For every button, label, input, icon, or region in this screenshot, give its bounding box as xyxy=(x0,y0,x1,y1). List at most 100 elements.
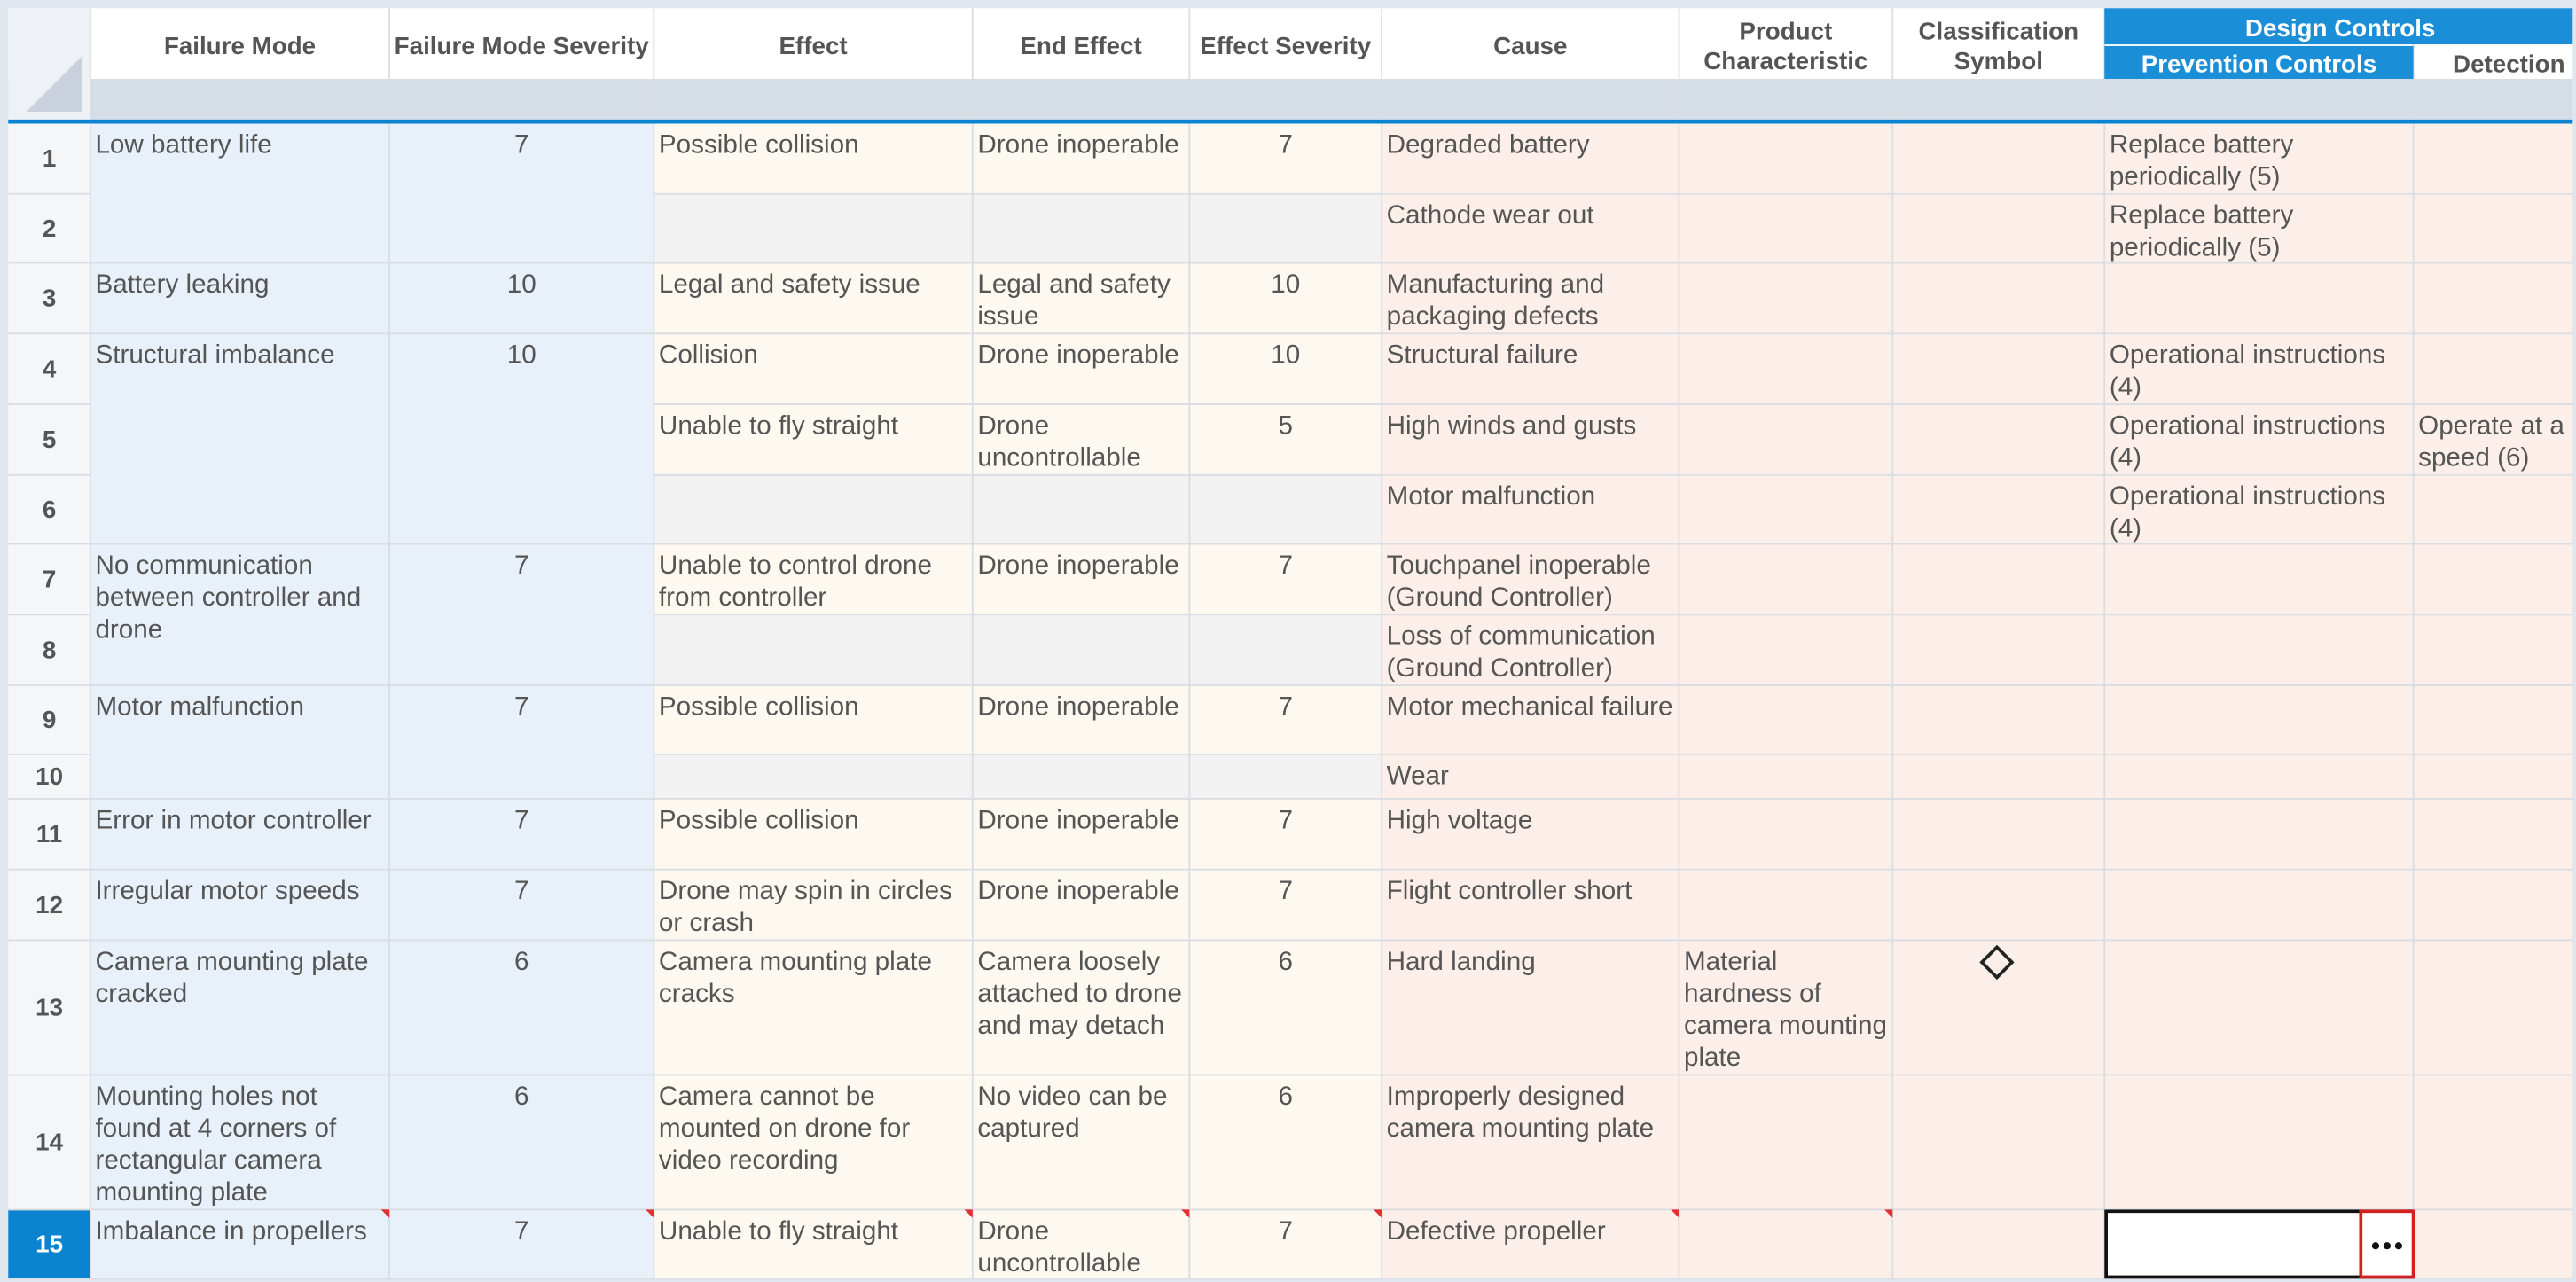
cell-text-line: Legal and safety issue xyxy=(659,270,920,299)
cell-bg xyxy=(1189,262,1382,334)
cell-bg xyxy=(2413,869,2573,941)
column-header-line: Effect Severity xyxy=(1200,32,1372,59)
cell-value: 7 xyxy=(514,129,529,159)
cell-text-line: Motor malfunction xyxy=(95,692,304,721)
cell-bg xyxy=(389,1075,654,1210)
cell-bg xyxy=(1892,798,2105,870)
cell-text: Irregular motor speeds xyxy=(95,876,359,905)
cell-bg xyxy=(1382,262,1679,334)
column-header: Cause xyxy=(1493,32,1567,59)
row-number: 14 xyxy=(35,1129,63,1156)
prevention-header-bg xyxy=(2104,45,2414,79)
cell-bg xyxy=(654,262,973,334)
cell-text-line: mounting plate xyxy=(95,1177,267,1207)
cell-bg xyxy=(2413,474,2573,544)
cell-text-line: cracks xyxy=(659,979,735,1008)
cell-bg xyxy=(2413,754,2573,799)
cell-bg xyxy=(1382,543,1679,615)
cell-bg xyxy=(90,474,390,544)
cell-text: Drone inoperable xyxy=(977,551,1178,580)
cell-bg xyxy=(1679,333,1893,405)
cell-text-line: Unable to fly straight xyxy=(659,1216,899,1246)
cell-bg xyxy=(1679,1209,1893,1279)
cell-text-line: Wear xyxy=(1387,761,1449,790)
cell-text-line: Replace battery xyxy=(2110,129,2294,159)
cell-value-line: 7 xyxy=(1278,1216,1292,1246)
cell-bg xyxy=(389,614,654,686)
cell-bg xyxy=(1892,333,2105,405)
change-marker xyxy=(646,1209,654,1218)
cell-bg xyxy=(654,333,973,405)
cell-value: 10 xyxy=(1271,340,1300,370)
cell-text-line: Camera mounting plate xyxy=(95,947,368,976)
cell-text: Possible collision xyxy=(659,805,859,834)
cell-text-line: video recording xyxy=(659,1145,839,1175)
column-header: Failure Mode xyxy=(164,32,316,59)
group-header-bg xyxy=(2104,8,2573,45)
cell-text: Operational instructions (4) xyxy=(2110,340,2385,402)
cell-value-line: 6 xyxy=(1278,1082,1292,1111)
cell-bg xyxy=(2104,193,2414,263)
cell-bg xyxy=(2104,754,2414,799)
cell-bg xyxy=(389,193,654,263)
cell-text: Hard landing xyxy=(1387,947,1536,976)
cell-text: Flight controller short xyxy=(1387,876,1633,905)
cell-bg xyxy=(1892,543,2105,615)
row-number-bg xyxy=(8,869,90,941)
cell-text-line: Low battery life xyxy=(95,129,271,159)
column-header: Product Characteristic xyxy=(1703,17,1867,74)
cell-text-line: Operational instructions xyxy=(2110,410,2385,440)
cell-text: Operational instructions (4) xyxy=(2110,481,2385,543)
cell-text: Operate at a speed (6) xyxy=(2418,410,2564,472)
cell-text-line: Motor mechanical failure xyxy=(1387,692,1673,721)
cell-text: Low battery life xyxy=(95,129,271,159)
cell-value-line: 7 xyxy=(1278,551,1292,580)
column-header: Effect Severity xyxy=(1200,32,1372,59)
column-header: Effect xyxy=(779,32,847,59)
cell-bg xyxy=(1189,1075,1382,1210)
cell-text-line: Defective propeller xyxy=(1387,1216,1606,1246)
cell-value: 7 xyxy=(1278,1216,1292,1246)
cell-text-line: No video can be xyxy=(977,1082,1167,1111)
cell-value: 7 xyxy=(514,805,529,834)
cell-text-line: periodically (5) xyxy=(2110,232,2281,262)
group-column-header: Detection xyxy=(2453,51,2565,78)
cell-bg xyxy=(389,940,654,1075)
cell-bg xyxy=(654,798,973,870)
row-number: 10 xyxy=(35,762,63,790)
cell-text-line: or crash xyxy=(659,908,754,937)
cell-text-line: Drone xyxy=(977,1216,1049,1246)
cell-text-line: Battery leaking xyxy=(95,270,269,299)
cell-bg xyxy=(654,123,973,194)
cell-text-line: hardness of xyxy=(1684,979,1822,1008)
row-number-bg xyxy=(8,1209,90,1279)
cell-bg xyxy=(654,754,973,799)
row-number: 7 xyxy=(43,566,56,593)
cell-text: Drone may spin in circles or crash xyxy=(659,876,952,937)
cell-bg xyxy=(90,685,390,754)
cell-bg xyxy=(1892,193,2105,263)
cell-bg xyxy=(1892,685,2105,754)
cell-bg xyxy=(972,262,1190,334)
filter-band xyxy=(8,78,2573,121)
cell-text-line: issue xyxy=(977,301,1038,331)
cell-bg xyxy=(389,754,654,799)
cell-text-line: Operational instructions xyxy=(2110,340,2385,370)
column-header-line: Effect xyxy=(779,32,847,59)
cell-text-line: (4) xyxy=(2110,513,2141,543)
row-number: 6 xyxy=(43,496,56,523)
cell-bg xyxy=(654,1075,973,1210)
cell-bg xyxy=(2413,614,2573,686)
cell-bg xyxy=(1382,474,1679,544)
cell-text-line: captured xyxy=(977,1114,1079,1143)
cell-bg xyxy=(2104,940,2414,1075)
cell-value: 7 xyxy=(514,692,529,721)
cell-value: 7 xyxy=(1278,692,1292,721)
cell-text-line: Unable to control drone xyxy=(659,551,932,580)
cell-text: Drone inoperable xyxy=(977,692,1178,721)
cell-bg xyxy=(1892,1209,2105,1279)
cell-value: 7 xyxy=(1278,129,1292,159)
cell-text-line: Possible collision xyxy=(659,692,859,721)
